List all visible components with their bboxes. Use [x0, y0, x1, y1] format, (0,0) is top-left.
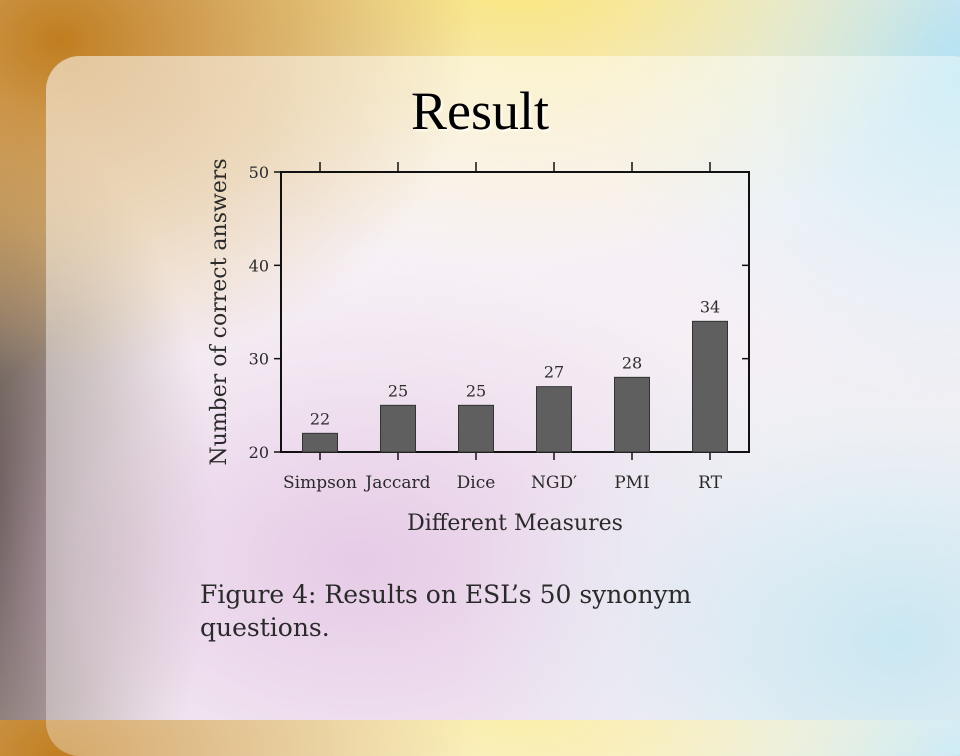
plot-frame — [280, 171, 750, 453]
figure-caption: Figure 4: Results on ESL’s 50 synonym qu… — [200, 580, 692, 642]
category-label-4: PMI — [614, 473, 650, 493]
bar-2 — [458, 404, 494, 453]
slide-title: Result — [410, 81, 549, 141]
category-label-0: Simpson — [283, 473, 357, 493]
y-tick-label: 40 — [249, 256, 269, 275]
data-label-2: 25 — [466, 381, 486, 400]
category-label-5: RT — [698, 473, 723, 493]
category-label-3: NGD′ — [531, 473, 577, 493]
y-tick-label: 50 — [249, 163, 269, 182]
x-axis-label: Different Measures — [407, 511, 623, 536]
bar-5 — [692, 320, 728, 453]
bar-4 — [614, 376, 650, 453]
data-label-3: 27 — [544, 363, 564, 382]
bar-3 — [536, 386, 572, 453]
bar-1 — [380, 404, 416, 453]
y-tick-label: 30 — [249, 350, 269, 369]
bar-chart: 20 30 40 50 22 Simpson 25 Jaccard 25 Dice 27 NGD′ 2… — [207, 158, 750, 536]
bar-0 — [302, 432, 338, 453]
data-label-4: 28 — [622, 353, 642, 372]
category-label-2: Dice — [457, 473, 496, 493]
y-tick-label: 20 — [249, 443, 269, 462]
category-label-1: Jaccard — [363, 473, 430, 493]
y-axis-label: Number of correct answers — [207, 158, 232, 465]
data-label-0: 22 — [310, 409, 330, 428]
data-label-5: 34 — [700, 297, 720, 316]
data-label-1: 25 — [388, 381, 408, 400]
